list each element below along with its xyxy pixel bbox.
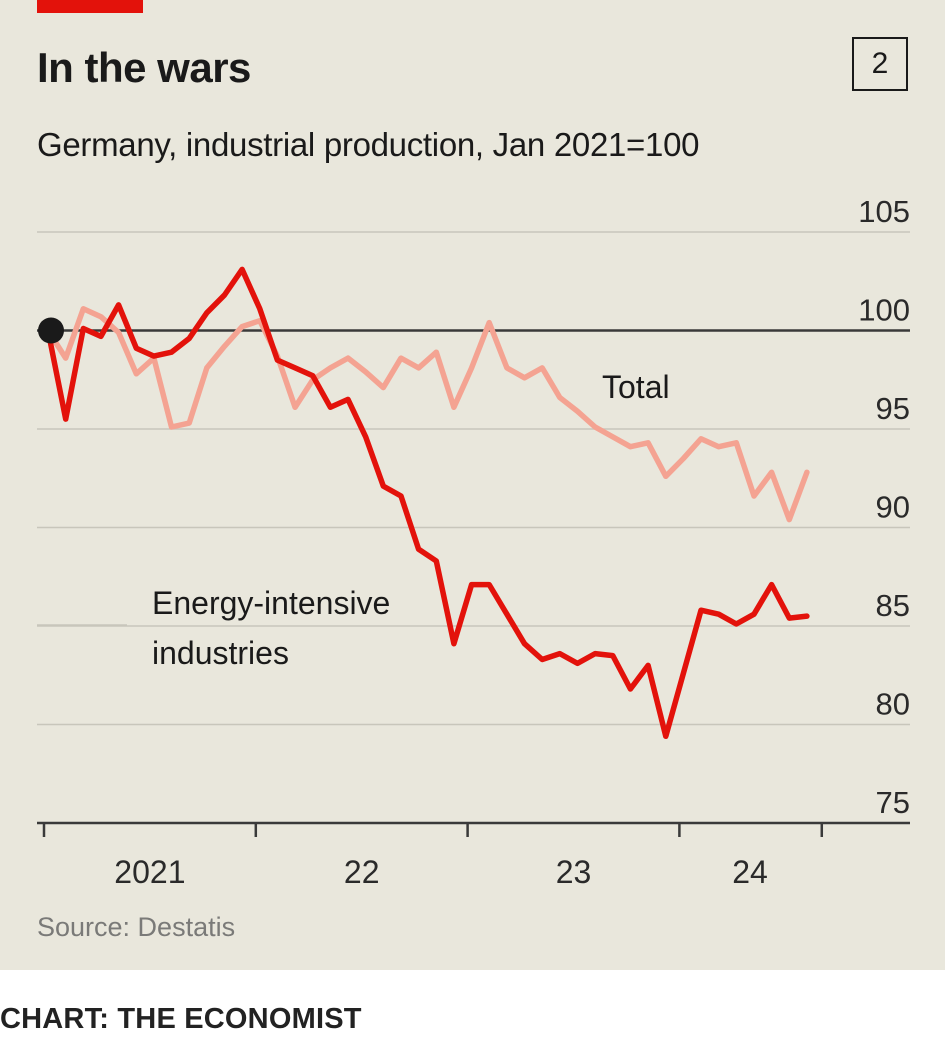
y-tick-label-85: 85: [876, 588, 910, 623]
label-energy-line-2: industries: [152, 635, 289, 671]
series-lines: [38, 266, 810, 740]
label-energy-line-1: Energy-intensive: [152, 585, 390, 621]
source-note: Source: Destatis: [37, 912, 236, 942]
y-tick-label-90: 90: [876, 490, 910, 525]
line-chart: 75 80 85 90 95 100 105 2021 22 23 24 Total Energy-…: [37, 194, 910, 890]
x-tick-label-23: 23: [556, 854, 592, 890]
series-line-total: [45, 306, 810, 523]
brand-red-bar: [37, 0, 143, 13]
chart-panel: [0, 0, 945, 970]
series-line-energy-intensive-industries: [45, 266, 810, 740]
start-marker: [38, 317, 64, 344]
x-tick-label-24: 24: [732, 854, 768, 890]
y-tick-label-80: 80: [876, 687, 910, 722]
y-tick-label-95: 95: [876, 391, 910, 426]
chart-number-badge: 2: [852, 37, 908, 91]
x-axis: 2021 22 23 24: [42, 823, 824, 890]
x-tick-label-2021: 2021: [114, 854, 185, 890]
y-tick-label-105: 105: [858, 194, 910, 229]
chart-subtitle: Germany, industrial production, Jan 2021…: [37, 126, 700, 163]
y-tick-labels: 75 80 85 90 95 100 105: [858, 194, 910, 820]
label-total: Total: [602, 369, 670, 405]
gridlines: [37, 231, 910, 825]
chart-credit: CHART: THE ECONOMIST: [0, 1003, 362, 1035]
series-labels: Total Energy-intensive industries: [37, 369, 670, 671]
chart-title: In the wars: [37, 44, 251, 91]
y-tick-label-75: 75: [876, 785, 910, 820]
x-tick-label-22: 22: [344, 854, 380, 890]
y-tick-label-100: 100: [858, 293, 910, 328]
